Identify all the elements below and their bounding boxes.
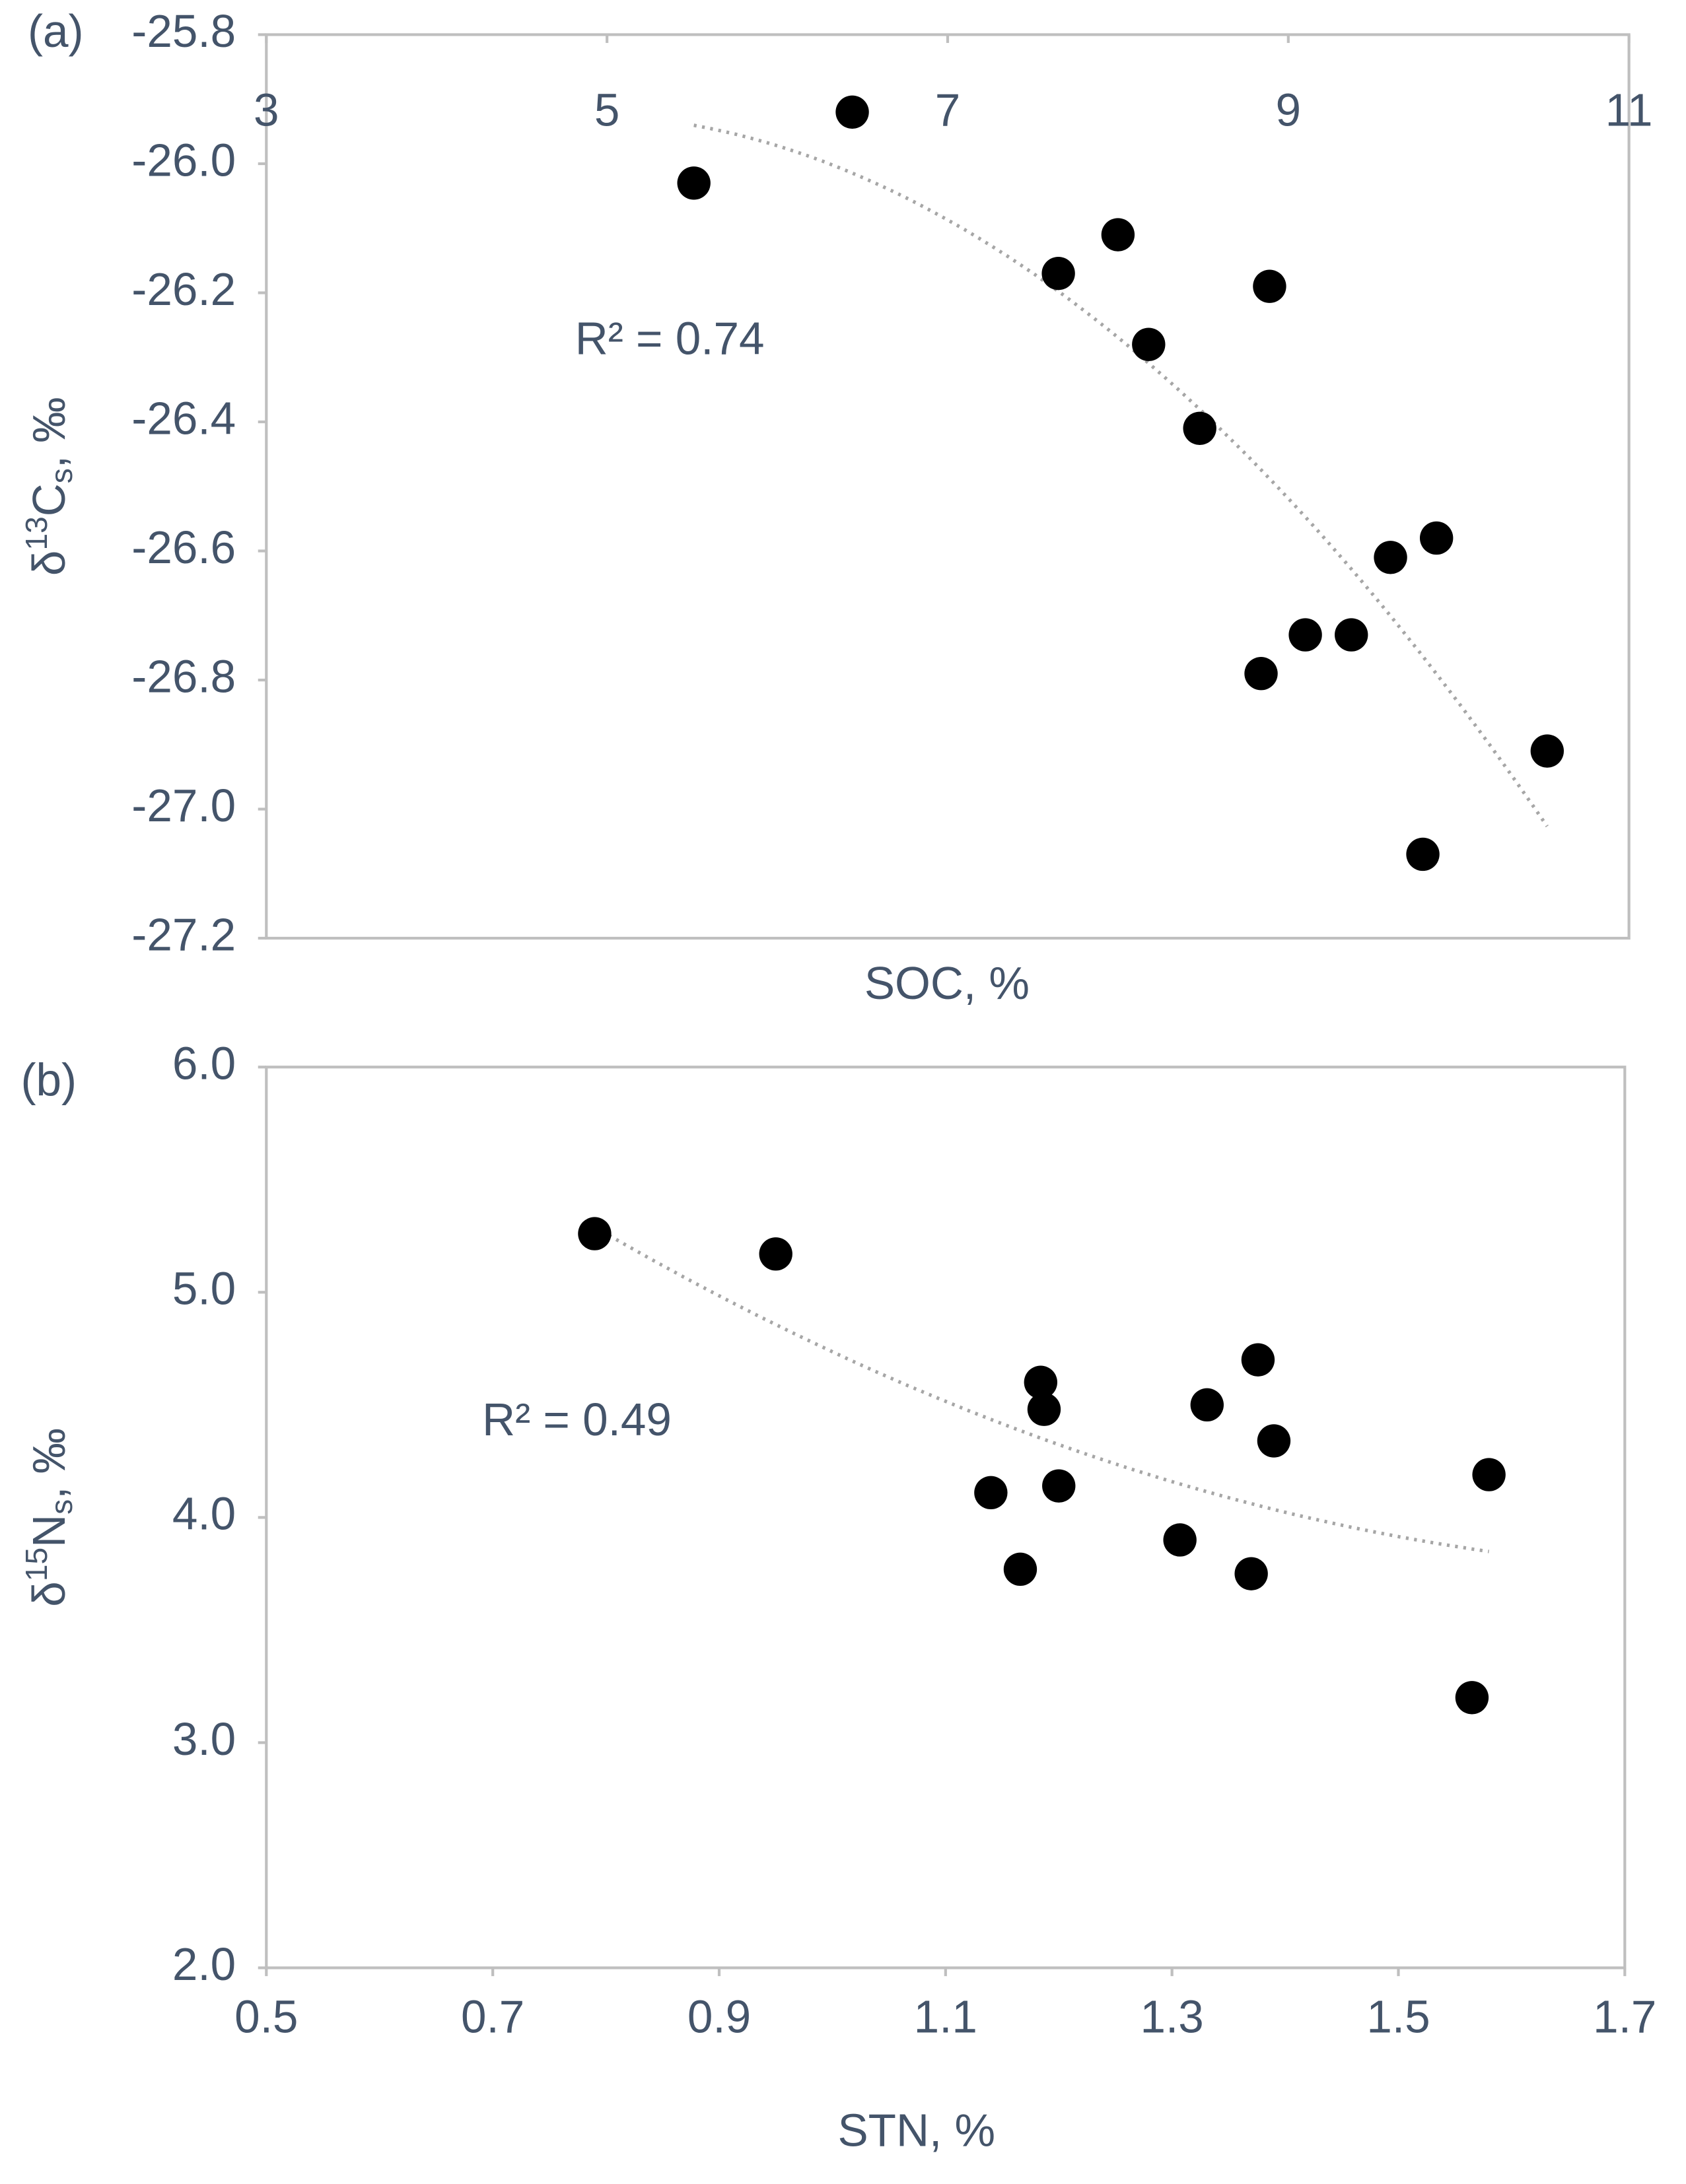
data-point xyxy=(1132,327,1166,361)
data-point xyxy=(1472,1458,1506,1491)
x-tick-label: 1.7 xyxy=(1593,1991,1656,2043)
plot-frame xyxy=(265,33,1631,940)
data-point xyxy=(1455,1681,1489,1715)
annotation: R² = 0.74 xyxy=(575,313,765,364)
x-tick-label: 3 xyxy=(254,84,279,135)
data-point xyxy=(1374,541,1407,574)
y-axis-label-part: s xyxy=(44,468,79,483)
x-axis-label: SOC, % xyxy=(864,957,1030,1009)
y-axis-label-part: δ xyxy=(23,1581,75,1607)
y-tick-label: -26.2 xyxy=(131,263,236,315)
y-tick-label: -26.6 xyxy=(131,522,236,573)
data-point xyxy=(1244,657,1278,691)
x-tick-label: 0.7 xyxy=(461,1991,524,2043)
trendline xyxy=(693,123,1549,828)
data-point xyxy=(1101,218,1135,252)
y-axis-label-part: s xyxy=(44,1499,79,1515)
data-point xyxy=(578,1217,612,1250)
x-tick-label: 1.3 xyxy=(1141,1991,1204,2043)
data-point xyxy=(1335,618,1368,652)
data-point xyxy=(1190,1388,1224,1422)
x-tick-label: 7 xyxy=(935,84,961,135)
x-tick-label: 11 xyxy=(1605,84,1653,135)
x-tick-label: 1.1 xyxy=(914,1991,977,2043)
panel-label: (b) xyxy=(20,1054,77,1106)
x-axis-label: STN, % xyxy=(837,2105,995,2156)
data-point xyxy=(1530,734,1564,768)
data-point xyxy=(1288,618,1322,652)
y-axis-label: δ13Cs, ‰ xyxy=(19,397,79,576)
x-tick-label: 5 xyxy=(594,84,620,135)
data-point xyxy=(1234,1557,1268,1590)
x-tick-label: 9 xyxy=(1276,84,1302,135)
data-point xyxy=(1024,1365,1058,1399)
x-tick-label: 1.5 xyxy=(1366,1991,1430,2043)
y-tick-label: -27.0 xyxy=(131,780,236,831)
data-point xyxy=(1241,1343,1275,1377)
plot-frame xyxy=(265,1066,1627,1969)
data-point xyxy=(1419,521,1454,555)
data-point xyxy=(1027,1392,1061,1426)
y-axis-label-part: C xyxy=(23,483,75,516)
data-point xyxy=(974,1476,1008,1510)
x-tick-label: 0.9 xyxy=(687,1991,751,2043)
data-point xyxy=(1253,269,1286,303)
y-tick-label: -26.4 xyxy=(131,392,236,444)
y-tick-label: 2.0 xyxy=(172,1938,236,1990)
data-point xyxy=(1406,837,1440,871)
data-point xyxy=(1042,1469,1076,1503)
x-tick-label: 0.5 xyxy=(234,1991,298,2043)
data-point xyxy=(1257,1424,1291,1458)
y-axis-label-part: 13 xyxy=(19,516,53,550)
y-tick-label: 6.0 xyxy=(172,1038,236,1089)
data-point xyxy=(1163,1523,1197,1557)
data-point xyxy=(1183,411,1216,445)
y-axis-label-part: δ xyxy=(23,551,75,576)
y-tick-label: -26.0 xyxy=(131,134,236,186)
data-point xyxy=(1003,1552,1037,1587)
y-axis-label-part: , ‰ xyxy=(23,397,75,468)
data-point xyxy=(835,95,869,129)
y-axis-label: δ15Ns, ‰ xyxy=(19,1428,79,1607)
y-axis-label-part: N xyxy=(23,1515,75,1548)
y-tick-label: 3.0 xyxy=(172,1713,236,1765)
data-point xyxy=(677,166,711,200)
y-axis-label-part: 15 xyxy=(19,1548,53,1581)
annotation: R² = 0.49 xyxy=(482,1394,672,1445)
y-axis-label-part: , ‰ xyxy=(23,1428,75,1499)
y-tick-label: 5.0 xyxy=(172,1263,236,1314)
panel-label: (a) xyxy=(28,5,84,57)
y-tick-label: -26.8 xyxy=(131,650,236,702)
y-tick-label: -25.8 xyxy=(131,5,236,57)
data-point xyxy=(1041,256,1075,290)
y-tick-label: -27.2 xyxy=(131,908,236,960)
y-tick-label: 4.0 xyxy=(172,1488,236,1540)
data-point xyxy=(759,1237,792,1271)
